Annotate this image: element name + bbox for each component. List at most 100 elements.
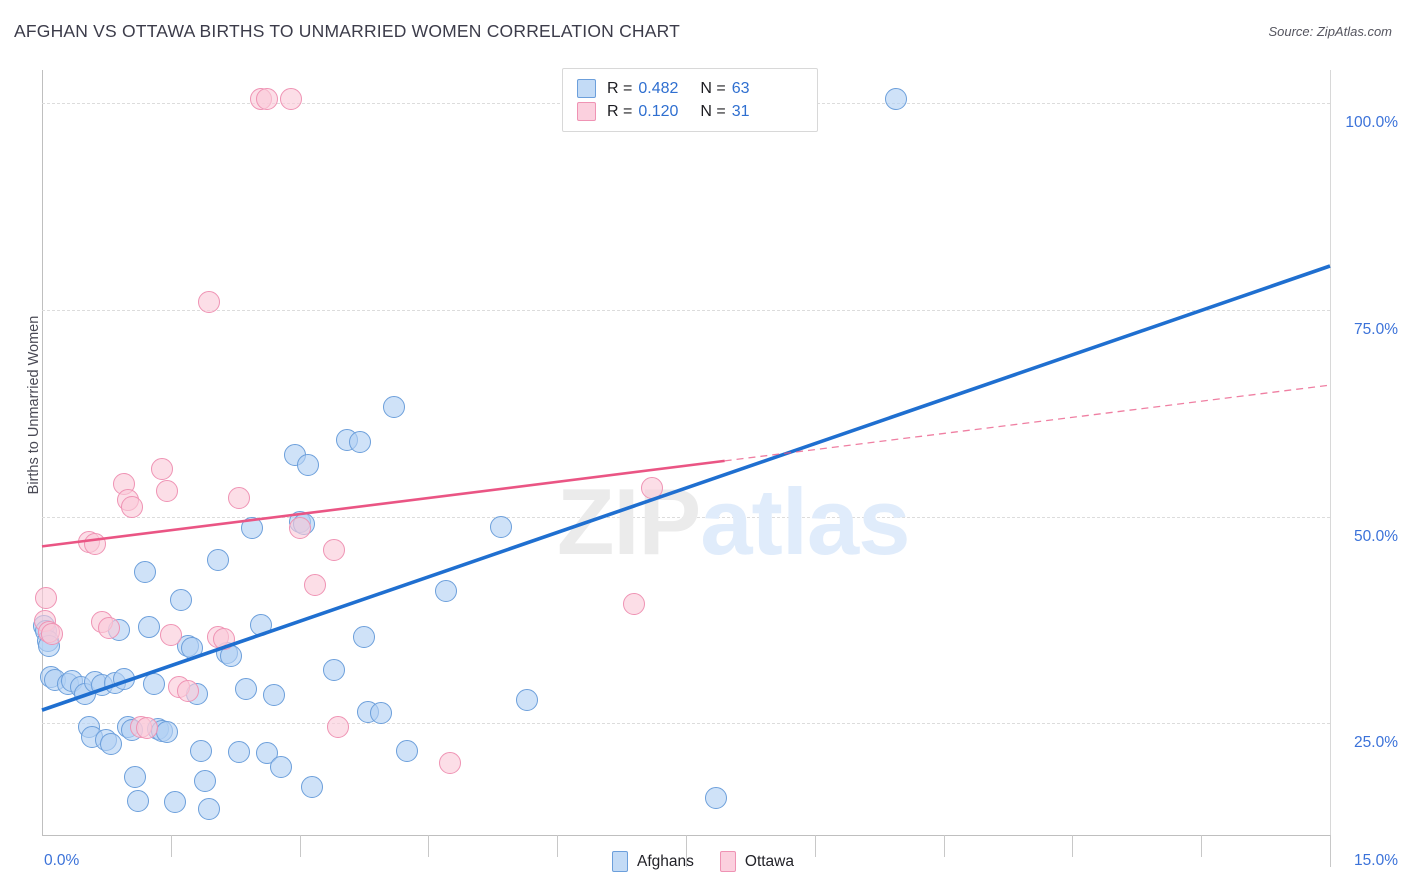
x-axis-max-label: 15.0% xyxy=(1354,852,1398,869)
data-point-afghans[interactable] xyxy=(395,740,418,763)
data-point-ottawa[interactable] xyxy=(322,538,345,561)
data-point-ottawa[interactable] xyxy=(155,479,178,502)
x-axis-tick xyxy=(428,835,430,857)
data-point-afghans[interactable] xyxy=(207,548,230,571)
x-axis-tick xyxy=(814,835,816,857)
y-axis-tick-label: 50.0% xyxy=(1354,527,1398,545)
n-value-ottawa: 31 xyxy=(731,102,750,120)
r-value-ottawa: 0.120 xyxy=(638,102,679,120)
plot-area: ZIPatlas xyxy=(32,70,1330,835)
swatch-afghans-icon xyxy=(577,79,596,98)
legend-label-ottawa: Ottawa xyxy=(744,852,794,870)
data-point-ottawa[interactable] xyxy=(304,574,327,597)
data-point-ottawa[interactable] xyxy=(438,752,461,775)
n-label-ottawa: N = xyxy=(700,102,726,120)
data-point-ottawa[interactable] xyxy=(255,87,278,110)
plot-right-border xyxy=(1330,70,1331,835)
gridline xyxy=(42,516,1330,518)
data-point-afghans[interactable] xyxy=(99,733,122,756)
data-point-afghans[interactable] xyxy=(353,625,375,648)
x-axis-tick xyxy=(1201,835,1203,857)
stats-row-afghans: R = 0.482 N = 63 xyxy=(577,79,817,98)
x-axis-tick xyxy=(1330,835,1331,867)
x-axis-tick xyxy=(1072,835,1074,857)
x-axis-tick xyxy=(943,835,945,857)
data-point-afghans[interactable] xyxy=(194,770,217,793)
data-point-ottawa[interactable] xyxy=(84,532,107,555)
x-axis-tick xyxy=(170,835,172,857)
data-point-afghans[interactable] xyxy=(705,786,728,809)
data-point-afghans[interactable] xyxy=(181,637,204,660)
n-value-afghans: 63 xyxy=(731,79,750,97)
data-point-ottawa[interactable] xyxy=(623,593,646,616)
data-point-afghans[interactable] xyxy=(249,613,272,636)
data-point-ottawa[interactable] xyxy=(151,457,174,480)
legend-swatch-ottawa-icon xyxy=(719,851,736,872)
data-point-ottawa[interactable] xyxy=(41,623,64,646)
data-point-ottawa[interactable] xyxy=(135,717,158,740)
r-label-ottawa: R = xyxy=(607,102,633,120)
r-label-afghans: R = xyxy=(607,79,633,97)
data-point-ottawa[interactable] xyxy=(640,476,663,499)
data-point-afghans[interactable] xyxy=(123,766,146,789)
r-value-afghans: 0.482 xyxy=(638,79,679,97)
data-point-ottawa[interactable] xyxy=(121,496,144,519)
x-axis-tick xyxy=(557,835,559,857)
data-point-afghans[interactable] xyxy=(164,790,187,813)
legend-item-afghans[interactable]: Afghans xyxy=(612,851,694,872)
y-axis-tick-label: 100.0% xyxy=(1345,114,1398,132)
data-point-ottawa[interactable] xyxy=(280,87,302,110)
swatch-ottawa-icon xyxy=(577,102,596,121)
data-point-afghans[interactable] xyxy=(348,431,371,454)
data-point-afghans[interactable] xyxy=(262,684,285,707)
data-point-afghans[interactable] xyxy=(127,790,150,813)
gridline xyxy=(42,723,1330,725)
data-point-ottawa[interactable] xyxy=(159,623,182,646)
data-point-afghans[interactable] xyxy=(383,395,406,418)
zipatlas-watermark: ZIPatlas xyxy=(557,468,911,576)
data-point-ottawa[interactable] xyxy=(176,680,199,703)
watermark-atlas: atlas xyxy=(700,469,910,574)
source-label: Source: ZipAtlas.com xyxy=(1268,24,1392,39)
data-point-afghans[interactable] xyxy=(269,756,292,779)
data-point-ottawa[interactable] xyxy=(213,627,236,650)
data-point-afghans[interactable] xyxy=(490,515,513,538)
y-axis-tick-label: 25.0% xyxy=(1354,734,1398,752)
data-point-afghans[interactable] xyxy=(142,673,165,696)
data-point-ottawa[interactable] xyxy=(327,715,350,738)
data-point-afghans[interactable] xyxy=(297,454,320,477)
data-point-afghans[interactable] xyxy=(155,721,178,744)
correlation-stats-box: R = 0.482 N = 63 R = 0.120 N = 31 xyxy=(562,68,818,132)
data-point-afghans[interactable] xyxy=(112,667,135,690)
data-point-ottawa[interactable] xyxy=(228,486,251,509)
data-point-afghans[interactable] xyxy=(189,739,212,762)
stats-row-ottawa: R = 0.120 N = 31 xyxy=(577,102,817,121)
data-point-afghans[interactable] xyxy=(370,702,393,725)
series-legend: Afghans Ottawa xyxy=(0,851,1406,872)
data-point-afghans[interactable] xyxy=(241,517,264,540)
data-point-afghans[interactable] xyxy=(434,580,457,603)
data-point-ottawa[interactable] xyxy=(288,517,311,540)
data-point-afghans[interactable] xyxy=(134,561,157,583)
data-point-afghans[interactable] xyxy=(170,589,193,612)
data-point-afghans[interactable] xyxy=(885,87,908,110)
legend-label-afghans: Afghans xyxy=(637,852,694,870)
gridline xyxy=(42,309,1330,311)
data-point-afghans[interactable] xyxy=(138,615,161,638)
y-axis-tick-label: 75.0% xyxy=(1354,320,1398,338)
x-axis-tick xyxy=(299,835,301,857)
legend-item-ottawa[interactable]: Ottawa xyxy=(719,851,794,872)
n-label-afghans: N = xyxy=(700,79,726,97)
data-point-afghans[interactable] xyxy=(235,677,258,700)
data-point-afghans[interactable] xyxy=(322,658,345,681)
watermark-zip: ZIP xyxy=(557,469,701,574)
data-point-ottawa[interactable] xyxy=(35,586,58,609)
data-point-afghans[interactable] xyxy=(228,741,251,764)
x-axis-min-label: 0.0% xyxy=(44,852,80,869)
legend-swatch-afghans-icon xyxy=(612,851,628,872)
data-point-afghans[interactable] xyxy=(516,689,539,712)
data-point-afghans[interactable] xyxy=(198,797,221,820)
data-point-afghans[interactable] xyxy=(301,776,324,799)
page-title: AFGHAN VS OTTAWA BIRTHS TO UNMARRIED WOM… xyxy=(14,21,681,41)
